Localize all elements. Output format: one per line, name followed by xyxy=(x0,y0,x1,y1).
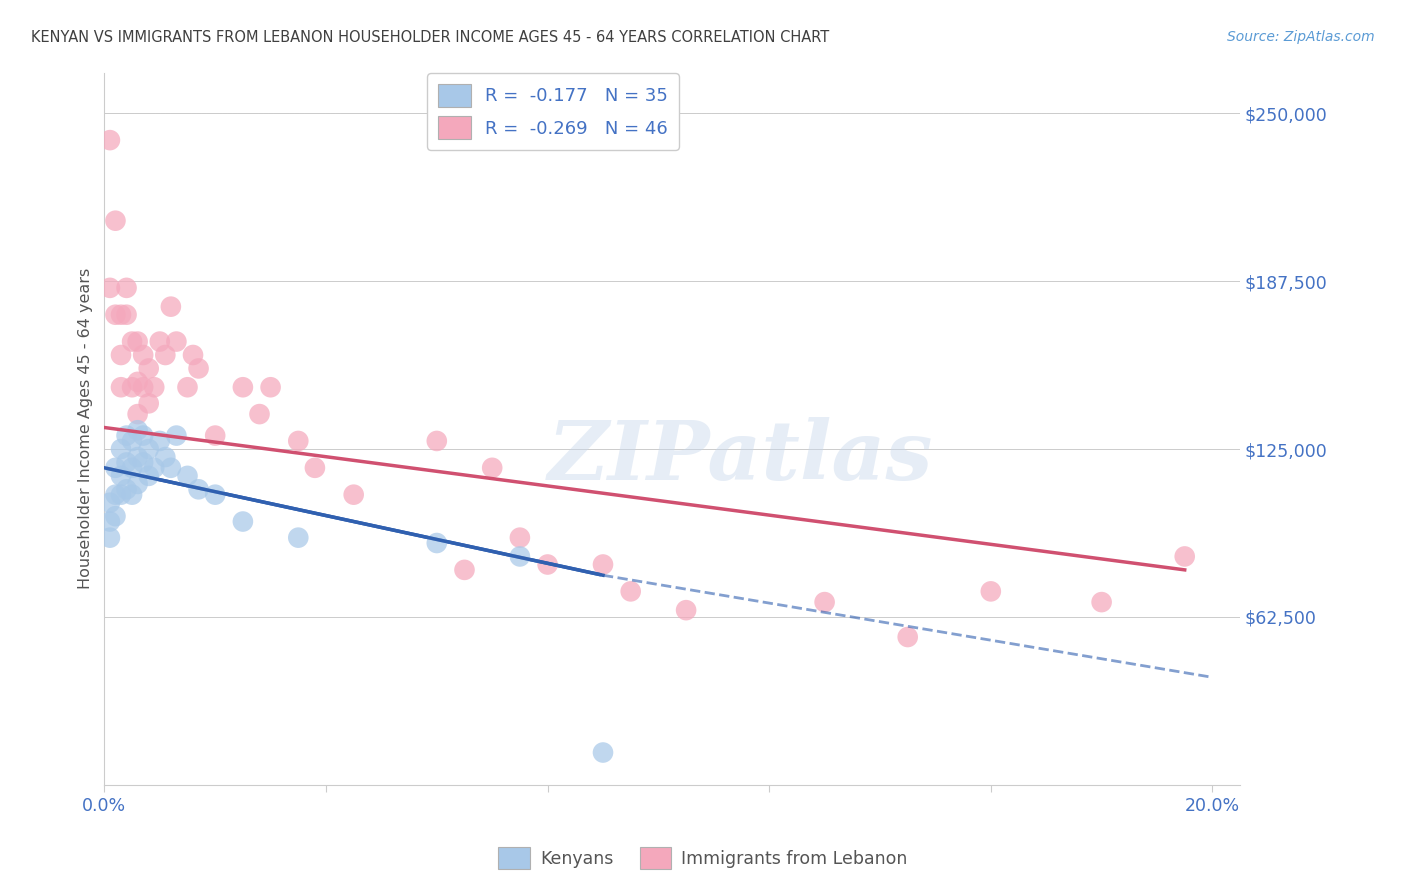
Point xyxy=(176,468,198,483)
Point xyxy=(176,380,198,394)
Point xyxy=(143,380,166,394)
Point xyxy=(115,281,138,295)
Point xyxy=(127,477,149,491)
Point xyxy=(127,375,149,389)
Point xyxy=(287,434,309,448)
Point xyxy=(127,334,149,349)
Point xyxy=(104,509,127,524)
Point xyxy=(160,300,183,314)
Point xyxy=(104,460,127,475)
Point xyxy=(675,603,697,617)
Point xyxy=(980,584,1002,599)
Point xyxy=(127,450,149,464)
Point xyxy=(115,455,138,469)
Point xyxy=(121,460,143,475)
Point xyxy=(104,213,127,227)
Point xyxy=(509,531,531,545)
Point xyxy=(232,380,254,394)
Legend: Kenyans, Immigrants from Lebanon: Kenyans, Immigrants from Lebanon xyxy=(492,840,914,876)
Point xyxy=(121,334,143,349)
Text: Source: ZipAtlas.com: Source: ZipAtlas.com xyxy=(1227,30,1375,45)
Point xyxy=(592,558,614,572)
Point xyxy=(592,746,614,760)
Point xyxy=(343,488,366,502)
Point xyxy=(121,380,143,394)
Point xyxy=(813,595,835,609)
Point xyxy=(204,428,226,442)
Point xyxy=(232,515,254,529)
Point xyxy=(110,308,132,322)
Point xyxy=(897,630,920,644)
Point xyxy=(121,488,143,502)
Point xyxy=(149,434,172,448)
Point xyxy=(187,361,209,376)
Point xyxy=(138,468,160,483)
Point xyxy=(138,442,160,456)
Point xyxy=(98,133,121,147)
Point xyxy=(138,361,160,376)
Legend: R =  -0.177   N = 35, R =  -0.269   N = 46: R = -0.177 N = 35, R = -0.269 N = 46 xyxy=(427,73,679,150)
Point xyxy=(165,334,187,349)
Point xyxy=(132,380,155,394)
Point xyxy=(138,396,160,410)
Point xyxy=(110,468,132,483)
Text: ZIPatlas: ZIPatlas xyxy=(548,417,934,498)
Point xyxy=(287,531,309,545)
Point xyxy=(453,563,475,577)
Point xyxy=(155,450,177,464)
Point xyxy=(204,488,226,502)
Point xyxy=(143,460,166,475)
Point xyxy=(115,428,138,442)
Point xyxy=(304,460,326,475)
Point xyxy=(160,460,183,475)
Point xyxy=(165,428,187,442)
Point xyxy=(509,549,531,564)
Point xyxy=(121,434,143,448)
Point xyxy=(187,483,209,497)
Point xyxy=(127,423,149,437)
Point xyxy=(1174,549,1197,564)
Point xyxy=(249,407,271,421)
Point xyxy=(110,380,132,394)
Point xyxy=(110,488,132,502)
Point xyxy=(132,348,155,362)
Point xyxy=(620,584,643,599)
Point xyxy=(481,460,503,475)
Point xyxy=(155,348,177,362)
Point xyxy=(426,434,449,448)
Point xyxy=(426,536,449,550)
Point xyxy=(98,515,121,529)
Point xyxy=(98,281,121,295)
Point xyxy=(110,442,132,456)
Point xyxy=(115,483,138,497)
Point xyxy=(127,407,149,421)
Point xyxy=(115,308,138,322)
Y-axis label: Householder Income Ages 45 - 64 years: Householder Income Ages 45 - 64 years xyxy=(79,268,93,590)
Point xyxy=(104,488,127,502)
Point xyxy=(181,348,204,362)
Point xyxy=(98,531,121,545)
Text: KENYAN VS IMMIGRANTS FROM LEBANON HOUSEHOLDER INCOME AGES 45 - 64 YEARS CORRELAT: KENYAN VS IMMIGRANTS FROM LEBANON HOUSEH… xyxy=(31,30,830,45)
Point xyxy=(132,455,155,469)
Point xyxy=(536,558,558,572)
Point xyxy=(104,308,127,322)
Point xyxy=(259,380,281,394)
Point xyxy=(98,496,121,510)
Point xyxy=(1091,595,1114,609)
Point xyxy=(149,334,172,349)
Point xyxy=(110,348,132,362)
Point xyxy=(132,428,155,442)
